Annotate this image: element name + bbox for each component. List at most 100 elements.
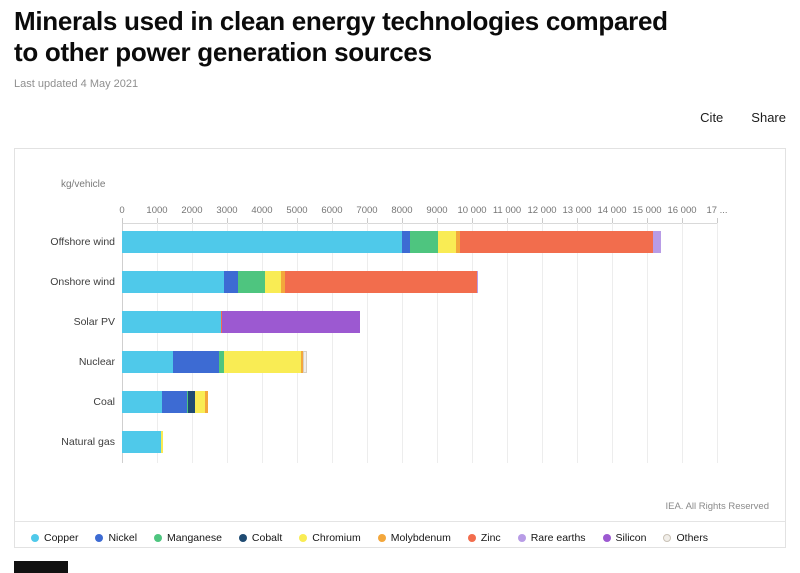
legend-swatch-icon [154,534,163,542]
axis-tick-label: 16 000 [667,205,697,216]
category-label: Solar PV [73,316,115,328]
legend-swatch-icon [299,534,308,542]
chart-plot-area: 0 1000 2000 3000 4000 5000 6000 7000 8000 9000 10 … [15,149,785,547]
bar-segment [122,431,161,453]
bar-segment [456,231,461,253]
grid-line [297,223,298,463]
axis-tick-mark [437,218,438,223]
grid-line [332,223,333,463]
bar-segment [438,231,457,253]
bar-segment [205,391,208,413]
legend-swatch-icon [663,534,672,542]
chart-legend: Copper Nickel Manganese Cobalt Chromium Molyb… [31,527,775,549]
grid-line [647,223,648,463]
axis-tick-label: 11 000 [492,205,522,216]
category-label: Offshore wind [50,236,115,248]
grid-line [402,223,403,463]
grid-line [192,223,193,463]
bar-segment [194,391,206,413]
legend-item[interactable]: Silicon [602,532,647,544]
axis-tick-mark [297,218,298,223]
grid-line [122,223,123,463]
axis-tick-label: 17 ... [706,205,728,216]
x-axis-line [122,223,718,224]
axis-tick-mark [122,218,123,223]
category-label: Coal [93,396,115,408]
share-button[interactable]: Share [751,110,786,125]
legend-item[interactable]: Manganese [154,532,222,544]
bar-segment [652,231,662,253]
legend-label: Cobalt [251,532,283,544]
bar-segment [122,231,402,253]
axis-tick-mark [717,218,718,223]
legend-divider [15,521,785,522]
legend-label: Others [676,532,708,544]
grid-line [717,223,718,463]
axis-tick-label: 7000 [356,205,378,216]
bar-segment [187,391,195,413]
grid-line [612,223,613,463]
category-label: Natural gas [61,436,115,448]
grid-line [367,223,368,463]
legend-item[interactable]: Molybdenum [377,532,451,544]
bar-segment [122,311,221,333]
bar-segment [460,231,653,253]
grid-line [472,223,473,463]
legend-label: Zinc [480,532,501,544]
legend-item[interactable]: Zinc [467,532,501,544]
axis-tick-mark [262,218,263,223]
axis-tick-label: 1000 [146,205,168,216]
legend-swatch-icon [95,534,104,542]
bar-segment [162,391,188,413]
legend-label: Molybdenum [390,532,451,544]
axis-tick-mark [507,218,508,223]
axis-unit-label: kg/vehicle [61,179,106,190]
next-section-partial [14,561,68,573]
chart-card: kg/vehicle 0 1000 2000 3000 4000 5000 6000 7000… [14,148,786,548]
legend-swatch-icon [517,534,526,542]
axis-tick-mark [682,218,683,223]
bar-segment [300,351,304,373]
bar-segment [122,391,163,413]
axis-tick-label: 5000 [286,205,308,216]
legend-label: Nickel [108,532,138,544]
legend-item[interactable]: Others [663,532,708,544]
legend-item[interactable]: Nickel [95,532,137,544]
axis-tick-mark [612,218,613,223]
legend-item[interactable]: Copper [31,532,78,544]
category-label: Nuclear [78,356,115,368]
axis-tick-mark [157,218,158,223]
legend-swatch-icon [602,534,611,542]
bar-segment [237,271,265,293]
bar-segment [122,271,224,293]
bar-segment [410,231,439,253]
grid-line [507,223,508,463]
legend-item[interactable]: Cobalt [238,532,283,544]
grid-line [157,223,158,463]
legend-item[interactable]: Chromium [299,532,361,544]
legend-label: Chromium [312,532,361,544]
axis-tick-mark [192,218,193,223]
legend-swatch-icon [238,534,247,542]
chart-actions: Cite Share [700,110,786,125]
bar-segment [224,351,301,373]
bar-segment [161,431,163,453]
cite-button[interactable]: Cite [700,110,724,125]
axis-tick-label: 15 000 [632,205,662,216]
axis-tick-label: 14 000 [597,205,627,216]
legend-item[interactable]: Rare earths [517,532,586,544]
grid-line [227,223,228,463]
legend-swatch-icon [31,534,39,542]
grid-line [682,223,683,463]
legend-label: Rare earths [530,532,586,544]
bar-segment [284,271,478,293]
bar-segment [218,351,225,373]
axis-tick-label: 10 000 [457,205,487,216]
last-updated: Last updated 4 May 2021 [14,78,139,90]
bar-segment [122,351,174,373]
legend-label: Silicon [615,532,647,544]
axis-tick-mark [402,218,403,223]
axis-tick-mark [227,218,228,223]
bar-segment [223,271,238,293]
